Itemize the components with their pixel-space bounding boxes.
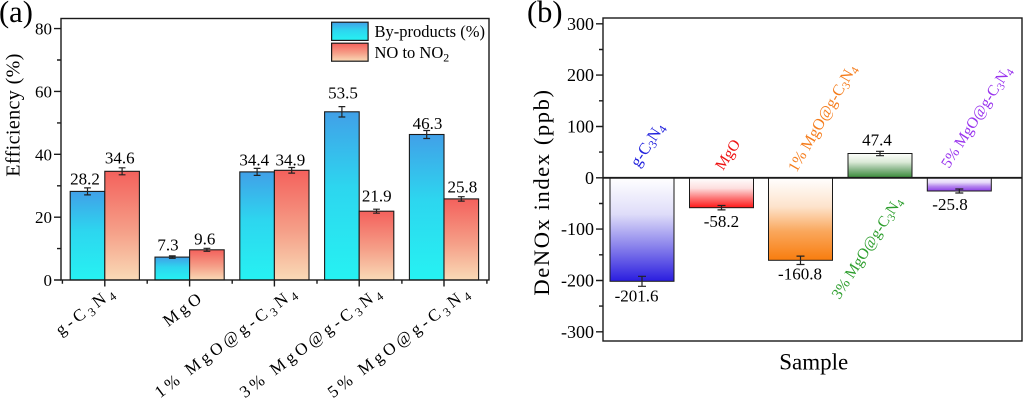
svg-text:300: 300 bbox=[567, 14, 594, 34]
svg-text:53.5: 53.5 bbox=[328, 83, 358, 102]
svg-text:(b): (b) bbox=[527, 0, 563, 29]
svg-text:Efficiency (%): Efficiency (%) bbox=[3, 53, 25, 177]
svg-text:-300: -300 bbox=[561, 322, 594, 342]
svg-text:0: 0 bbox=[44, 271, 53, 290]
svg-text:28.2: 28.2 bbox=[70, 170, 100, 189]
svg-text:34.4: 34.4 bbox=[239, 151, 269, 170]
svg-text:DeNOx index (ppb): DeNOx index (ppb) bbox=[529, 88, 554, 295]
svg-text:47.4: 47.4 bbox=[862, 130, 892, 149]
svg-text:40: 40 bbox=[35, 145, 52, 164]
svg-text:-100: -100 bbox=[561, 219, 594, 239]
svg-text:25.8: 25.8 bbox=[448, 178, 478, 197]
svg-text:-200: -200 bbox=[561, 271, 594, 291]
svg-text:34.9: 34.9 bbox=[276, 151, 306, 170]
svg-text:-160.8: -160.8 bbox=[778, 264, 822, 283]
svg-text:200: 200 bbox=[567, 65, 594, 85]
svg-text:34.6: 34.6 bbox=[105, 148, 135, 167]
svg-text:-58.2: -58.2 bbox=[704, 212, 739, 231]
svg-text:9.6: 9.6 bbox=[194, 230, 215, 249]
svg-text:80: 80 bbox=[35, 20, 52, 39]
svg-text:By-products (%): By-products (%) bbox=[375, 22, 485, 41]
svg-text:(a): (a) bbox=[0, 0, 33, 29]
svg-text:20: 20 bbox=[35, 208, 52, 227]
svg-text:21.9: 21.9 bbox=[362, 187, 392, 206]
svg-text:-201.6: -201.6 bbox=[615, 286, 659, 305]
svg-text:46.3: 46.3 bbox=[413, 114, 443, 133]
svg-text:100: 100 bbox=[567, 117, 594, 137]
svg-text:7.3: 7.3 bbox=[157, 235, 178, 254]
svg-text:0: 0 bbox=[585, 168, 594, 188]
svg-text:-25.8: -25.8 bbox=[932, 195, 967, 214]
svg-text:NO to NO2: NO to NO2 bbox=[375, 43, 450, 65]
svg-text:60: 60 bbox=[35, 82, 52, 101]
svg-text:Sample: Sample bbox=[779, 350, 848, 375]
